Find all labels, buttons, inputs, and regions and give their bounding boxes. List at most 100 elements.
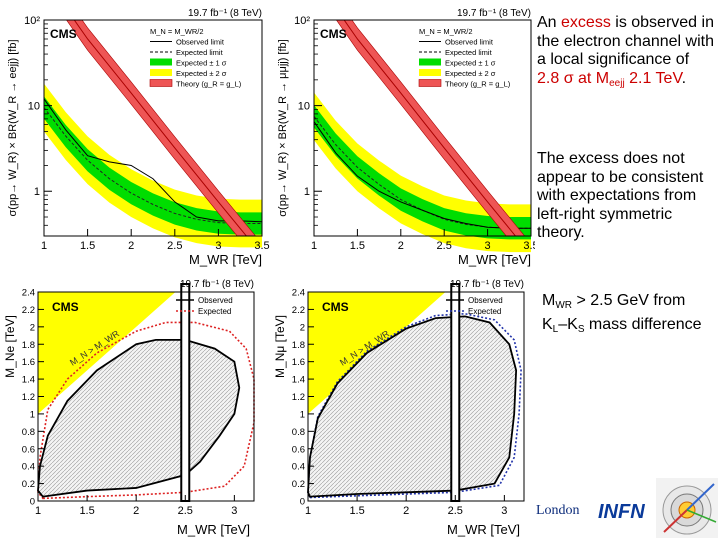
significance-mass: 2.1 TeV — [624, 69, 682, 87]
cms-label: CMS — [320, 27, 347, 41]
cms-label: CMS — [50, 27, 77, 41]
y-axis-label: σ(pp→ W_R) × BR(W_R → eejj) [fb] — [7, 39, 19, 216]
x-tick-label: 1 — [305, 505, 311, 517]
y-tick-label: 0.8 — [292, 427, 305, 438]
x-tick-label: 1 — [35, 505, 41, 517]
legend-entry: Expected ± 2 σ — [445, 69, 496, 78]
y-tick-label: 1.4 — [292, 375, 305, 386]
y-tick-label: 0.2 — [22, 479, 35, 490]
y-tick-label: 1 — [300, 409, 305, 420]
x-tick-label: 2 — [133, 505, 139, 517]
y-tick-label: 0 — [300, 497, 305, 508]
chart-bottom-left: 1 1.5 2 2.5 3 0 0.2 0.4 0.6 0.8 1 1.2 1.4 1.6 1.8 2 2.2 2… — [0, 275, 270, 540]
x-tick-label: 3 — [501, 505, 507, 517]
expected-2sigma-band — [314, 92, 531, 253]
y-tick-label: 1 — [30, 409, 35, 420]
mass-limit-sub2: L — [552, 323, 559, 335]
consistency-paragraph: The excess does not appear to be consist… — [537, 150, 704, 241]
mass-limit-sub1: WR — [555, 300, 572, 311]
significance-subscript: eejj — [609, 77, 625, 89]
legend-entry: Observed limit — [445, 38, 494, 47]
theory-band — [336, 20, 525, 236]
legend-entry: Observed limit — [176, 38, 225, 47]
x-axis-label: M_WR [TeV] — [177, 522, 250, 537]
y-tick-label: 1.2 — [22, 392, 35, 403]
mass-limit-paragraph: MWR > 2.5 GeV from KL–KS mass difference — [542, 292, 712, 339]
legend-entry: Expected ± 2 σ — [176, 69, 227, 78]
y-tick-label: 1.6 — [22, 357, 35, 368]
x-tick-label: 3.5 — [254, 240, 269, 252]
excess-text-end: . — [681, 69, 687, 87]
legend-swatch — [418, 79, 442, 87]
legend-entry-observed: Observed — [468, 296, 503, 305]
legend-entry-expected: Expected — [468, 307, 501, 316]
legend-swatch — [150, 58, 172, 66]
x-tick-label: 2.5 — [448, 505, 463, 517]
legend-swatch — [150, 69, 172, 76]
y-tick-label: 2 — [300, 322, 305, 333]
london-footer: London — [536, 503, 580, 518]
x-tick-label: 2.5 — [178, 505, 193, 517]
legend-swatch — [419, 58, 441, 66]
plot-frame — [313, 19, 532, 237]
x-tick-label: 3 — [215, 240, 221, 252]
lumi-label: 19.7 fb⁻¹ (8 TeV) — [457, 8, 531, 19]
cms-label: CMS — [322, 300, 349, 314]
y-tick-label: 0.2 — [292, 479, 305, 490]
mass-limit-text-b: > 2.5 GeV from K — [542, 292, 686, 333]
y-tick-label: 2.2 — [292, 305, 305, 316]
forbidden-region — [38, 292, 176, 414]
lumi-label: 19.7 fb⁻¹ (8 TeV) — [450, 279, 524, 290]
mass-limit-text-c: –K — [558, 315, 578, 333]
legend-entry: Expected limit — [176, 48, 224, 57]
infn-logo: INFN — [596, 497, 652, 525]
excess-paragraph: An excess is observed in the electron ch… — [537, 14, 715, 93]
y-tick-label: 2.2 — [22, 305, 35, 316]
lumi-label: 19.7 fb⁻¹ (8 TeV) — [180, 279, 254, 290]
chart-top-left: 1 1.5 2 2.5 3 3.5 1 10 10² CMS 19.7 fb⁻¹ (8 TeV) M_… — [0, 0, 270, 270]
y-axis-label: M_Ne [TeV] — [3, 315, 17, 378]
y-tick-label: 0.4 — [292, 462, 305, 473]
legend-entry-expected: Expected — [198, 307, 231, 316]
legend-entry: Expected limit — [445, 48, 493, 57]
kl-ks-limit-bar — [180, 283, 191, 502]
expected-2sigma-band — [44, 83, 262, 248]
legend-entry: M_N = M_WR/2 — [419, 27, 473, 36]
theory-line — [343, 20, 517, 236]
significance-value: 2.8 σ at M — [537, 69, 610, 87]
y-tick-label: 1.8 — [22, 340, 35, 351]
x-tick-label: 3.5 — [523, 240, 535, 252]
x-axis-label: M_WR [TeV] — [189, 252, 262, 267]
observed-limit-line — [313, 121, 531, 229]
x-tick-label: 2 — [398, 240, 404, 252]
x-tick-label: 2.5 — [167, 240, 182, 252]
kl-ks-limit-bar — [450, 283, 461, 502]
chart-top-right: 1 1.5 2 2.5 3 3.5 1 10 10² CMS 19.7 fb⁻¹ (8 TeV) M_… — [270, 0, 535, 270]
legend-entry-observed: Observed — [198, 296, 233, 305]
excess-text-a: An — [537, 14, 562, 31]
excluded-region — [308, 316, 517, 497]
detector-logo — [656, 478, 718, 538]
x-tick-label: 1.5 — [80, 240, 95, 252]
x-axis-label: M_WR [TeV] — [458, 252, 531, 267]
y-tick-label: 1.2 — [292, 392, 305, 403]
y-tick-label: 10² — [294, 15, 310, 27]
legend-swatch — [419, 69, 441, 76]
theory-line — [73, 20, 248, 236]
x-tick-label: 1 — [311, 240, 317, 252]
y-tick-label: 1 — [304, 186, 310, 198]
mass-limit-text-a: M — [542, 292, 556, 309]
x-tick-label: 1.5 — [350, 240, 365, 252]
x-tick-label: 1.5 — [349, 505, 364, 517]
detector-logo-graphic — [656, 478, 718, 538]
legend-entry: Theory (g_R = g_L) — [445, 80, 511, 89]
legend-entry: Expected ± 1 σ — [176, 59, 227, 68]
y-tick-label: 0.6 — [22, 444, 35, 455]
y-tick-label: 1.8 — [292, 340, 305, 351]
y-tick-label: 2.4 — [22, 288, 35, 299]
infn-logo-text: INFN — [598, 501, 645, 523]
legend-entry: Theory (g_R = g_L) — [176, 80, 242, 89]
x-tick-label: 2 — [403, 505, 409, 517]
legend-entry: Expected ± 1 σ — [445, 59, 496, 68]
lumi-label: 19.7 fb⁻¹ (8 TeV) — [188, 8, 262, 19]
